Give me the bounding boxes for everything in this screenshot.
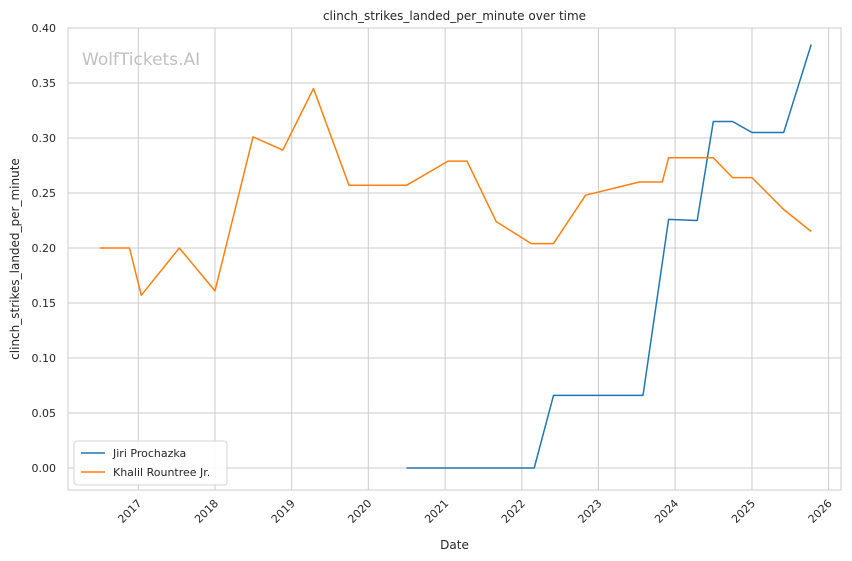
x-axis-label: Date	[440, 538, 469, 552]
series-layer	[99, 44, 812, 469]
y-tick-label: 0.40	[32, 22, 57, 35]
legend: Jiri Prochazka Khalil Rountree Jr.	[73, 440, 228, 486]
series-line-2	[99, 87, 812, 297]
plot-frame	[67, 27, 842, 491]
y-tick-label: 0.30	[32, 132, 57, 145]
series-line-1	[406, 44, 812, 469]
y-tick-label: 0.10	[32, 352, 57, 365]
y-axis-ticks: 0.00 0.05 0.10 0.15 0.20 0.25 0.30 0.35 0.40	[32, 22, 57, 475]
chart-title: clinch_strikes_landed_per_minute over ti…	[323, 9, 586, 23]
y-tick-label: 0.15	[32, 297, 57, 310]
y-tick-label: 0.00	[32, 462, 57, 475]
y-tick-label: 0.05	[32, 407, 57, 420]
legend-box	[73, 440, 228, 486]
plot-area	[68, 28, 841, 490]
legend-label-2: Khalil Rountree Jr.	[113, 466, 210, 479]
y-axis-label: clinch_strikes_landed_per_minute	[8, 158, 22, 360]
legend-label-1: Jiri Prochazka	[112, 447, 186, 460]
y-tick-label: 0.20	[32, 242, 57, 255]
y-tick-label: 0.25	[32, 187, 57, 200]
y-tick-label: 0.35	[32, 77, 57, 90]
watermark-text: WolfTickets.AI	[82, 50, 200, 70]
